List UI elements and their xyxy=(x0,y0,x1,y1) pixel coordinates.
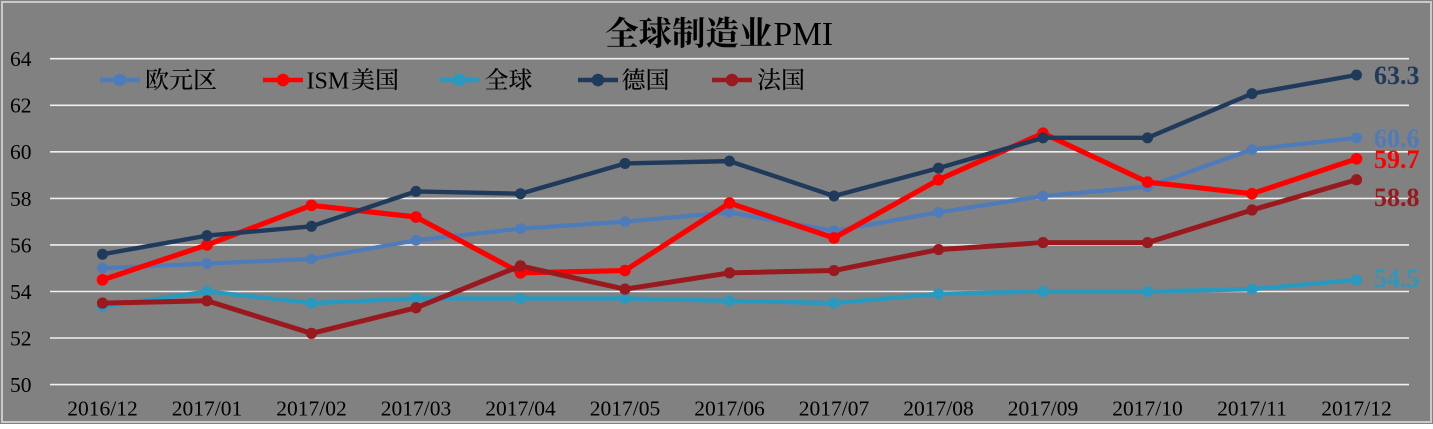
svg-text:64: 64 xyxy=(10,47,32,71)
svg-text:56: 56 xyxy=(10,233,32,257)
svg-text:2017/06: 2017/06 xyxy=(694,396,765,420)
svg-text:2016/12: 2016/12 xyxy=(67,396,137,420)
svg-text:2017/07: 2017/07 xyxy=(799,396,870,420)
svg-text:62: 62 xyxy=(10,94,32,118)
svg-text:2017/08: 2017/08 xyxy=(903,396,973,420)
svg-text:ISM: ISM xyxy=(307,68,350,94)
svg-text:50: 50 xyxy=(10,373,32,397)
svg-text:59.7: 59.7 xyxy=(1374,145,1420,174)
svg-text:63.3: 63.3 xyxy=(1374,61,1420,90)
svg-text:2017/09: 2017/09 xyxy=(1008,396,1078,420)
svg-text:54.5: 54.5 xyxy=(1374,264,1420,293)
svg-text:2017/03: 2017/03 xyxy=(381,396,451,420)
svg-text:2017/05: 2017/05 xyxy=(590,396,660,420)
svg-text:58.8: 58.8 xyxy=(1374,183,1420,212)
svg-text:52: 52 xyxy=(10,326,32,350)
svg-text:2017/02: 2017/02 xyxy=(276,396,346,420)
svg-text:PMI: PMI xyxy=(774,16,834,53)
svg-text:54: 54 xyxy=(10,280,32,304)
svg-text:2017/12: 2017/12 xyxy=(1321,396,1391,420)
svg-text:2017/11: 2017/11 xyxy=(1217,396,1287,420)
svg-text:60.6: 60.6 xyxy=(1374,124,1420,153)
svg-text:2017/04: 2017/04 xyxy=(485,396,556,420)
svg-text:2017/10: 2017/10 xyxy=(1112,396,1182,420)
svg-text:2017/01: 2017/01 xyxy=(172,396,242,420)
svg-text:60: 60 xyxy=(10,140,32,164)
svg-text:58: 58 xyxy=(10,187,32,211)
